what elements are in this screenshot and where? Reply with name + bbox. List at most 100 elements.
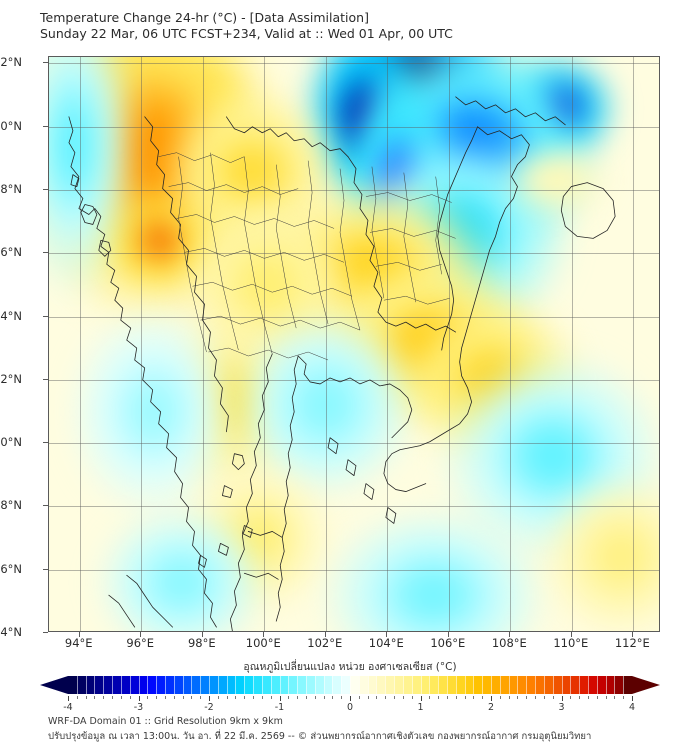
colorbar-cell — [120, 676, 130, 694]
colorbar-cell-divider — [279, 676, 281, 694]
colorbar-major-tick — [138, 696, 140, 701]
colorbar-cell — [164, 676, 174, 694]
xtick-label-112: 112°E — [614, 636, 650, 650]
ytick-label-10: 10°N — [0, 435, 22, 450]
colorbar-cell-divider — [341, 676, 343, 694]
colorbar-cell-divider — [464, 676, 466, 694]
colorbar-cell — [191, 676, 201, 694]
colorbar-minor-tick — [605, 696, 607, 699]
colorbar-cell-divider — [76, 676, 78, 694]
colorbar-minor-tick — [120, 696, 122, 699]
colorbar-cell — [279, 676, 289, 694]
colorbar-minor-tick — [385, 696, 387, 699]
colorbar-cell-divider — [332, 676, 334, 694]
colorbar[interactable]: อุณหภูมิเปลี่ยนแปลง หน่วย องศาเซลเซียส (… — [40, 660, 660, 716]
colorbar-tick-label: 2 — [487, 702, 495, 713]
ytick-label-8: 8°N — [0, 498, 22, 513]
colorbar-cell — [579, 676, 588, 694]
colorbar-cell-divider — [491, 676, 492, 694]
colorbar-tick-label: 0 — [346, 702, 354, 713]
colorbar-cell-divider — [596, 676, 598, 694]
colorbar-minor-tick — [253, 696, 255, 699]
colorbar-cell-divider — [411, 676, 413, 694]
colorbar-cell-divider — [543, 676, 545, 694]
ytick-mark-8 — [43, 505, 48, 507]
colorbar-minor-tick — [297, 696, 299, 699]
colorbar-cell-divider — [499, 676, 501, 694]
colorbar-minor-tick — [455, 696, 457, 699]
colorbar-gradient — [68, 676, 632, 694]
colorbar-cell — [438, 676, 447, 694]
colorbar-cell — [614, 676, 624, 694]
colorbar-cell — [623, 676, 632, 694]
xtick-label-108: 108°E — [491, 636, 527, 650]
colorbar-cell-divider — [517, 676, 519, 694]
colorbar-cell — [173, 676, 183, 694]
colorbar-major-tick — [209, 696, 210, 701]
ytick-mark-4 — [43, 632, 48, 633]
colorbar-cell — [455, 676, 465, 694]
ytick-mark-18 — [43, 188, 48, 190]
colorbar-cell — [491, 676, 500, 694]
colorbar-cell — [253, 676, 262, 694]
colorbar-cell — [288, 676, 298, 694]
colorbar-cell-divider — [297, 676, 299, 694]
colorbar-cell — [244, 676, 254, 694]
colorbar-tick-label: -2 — [204, 702, 214, 713]
colorbar-minor-tick — [244, 696, 246, 699]
colorbar-over-arrow — [632, 676, 660, 694]
colorbar-cell-divider — [376, 676, 378, 694]
colorbar-cell-divider — [358, 676, 360, 694]
ytick-label-6: 6°N — [0, 561, 22, 576]
colorbar-minor-tick — [464, 696, 466, 699]
colorbar-minor-tick — [376, 696, 378, 699]
colorbar-minor-tick — [76, 696, 78, 699]
colorbar-cell-divider — [288, 676, 290, 694]
colorbar-cell — [332, 676, 342, 694]
colorbar-cell — [305, 676, 315, 694]
colorbar-cell-divider — [482, 676, 484, 694]
xtick-label-98: 98°E — [187, 636, 216, 650]
xtick-mark-112 — [632, 632, 634, 637]
colorbar-cell-divider — [350, 676, 351, 694]
ytick-label-16: 16°N — [0, 245, 22, 260]
colorbar-cell — [561, 676, 571, 694]
colorbar-cell — [587, 676, 597, 694]
coastline-overlay — [68, 96, 616, 631]
colorbar-cell-divider — [261, 676, 263, 694]
footer-model-info: WRF-DA Domain 01 :: Grid Resolution 9km … — [48, 716, 283, 727]
map-plot-area[interactable] — [48, 56, 660, 632]
colorbar-minor-tick — [226, 696, 228, 699]
colorbar-cell-divider — [147, 676, 149, 694]
ytick-mark-14 — [43, 315, 48, 317]
colorbar-minor-tick — [543, 696, 545, 699]
colorbar-major-tick — [420, 696, 422, 701]
colorbar-cell — [411, 676, 421, 694]
colorbar-minor-tick — [147, 696, 149, 699]
colorbar-cell-divider — [253, 676, 255, 694]
colorbar-tick-label: -3 — [133, 702, 144, 713]
colorbar-cell — [156, 676, 165, 694]
colorbar-cell — [94, 676, 104, 694]
colorbar-cell — [138, 676, 148, 694]
colorbar-cell-divider — [402, 676, 404, 694]
colorbar-cell-divider — [605, 676, 607, 694]
colorbar-minor-tick — [411, 696, 413, 699]
colorbar-minor-tick — [217, 696, 219, 699]
colorbar-major-tick — [350, 696, 351, 701]
xtick-label-96: 96°E — [126, 636, 155, 650]
colorbar-cell-divider — [570, 676, 572, 694]
colorbar-cell — [605, 676, 615, 694]
colorbar-major-tick — [491, 696, 492, 701]
colorbar-cell — [76, 676, 86, 694]
colorbar-cell-divider — [394, 676, 396, 694]
ytick-label-18: 18°N — [0, 181, 22, 196]
colorbar-swatch-strip[interactable] — [40, 676, 660, 696]
colorbar-minor-tick — [429, 696, 431, 699]
colorbar-minor-tick — [200, 696, 202, 699]
anomaly-blob-hainan-south-warm — [503, 144, 610, 217]
colorbar-title: อุณหภูมิเปลี่ยนแปลง หน่วย องศาเซลเซียส (… — [243, 661, 457, 673]
colorbar-cell-divider — [182, 676, 184, 694]
colorbar-cell — [526, 676, 536, 694]
colorbar-cell-divider — [235, 676, 237, 694]
